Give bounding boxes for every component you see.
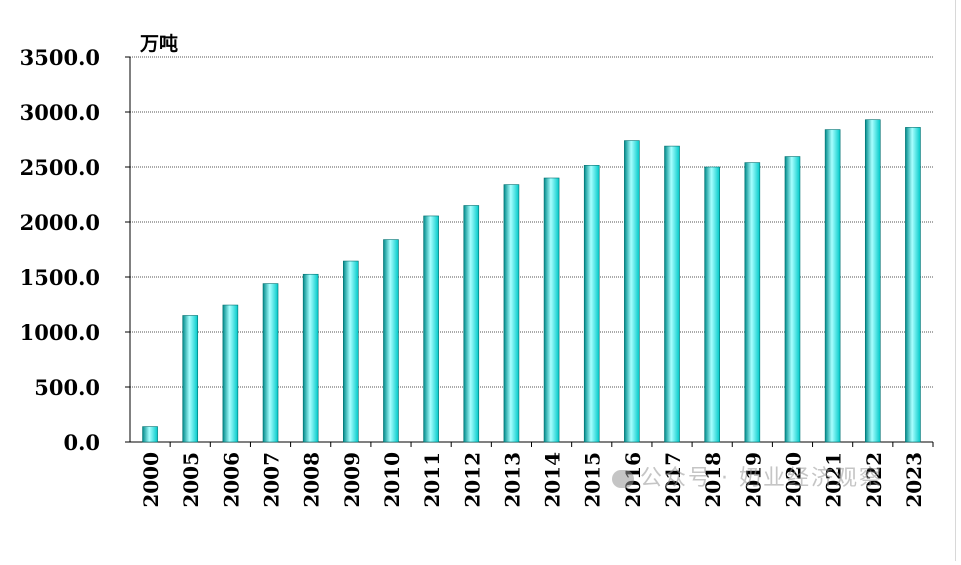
bar-2011 xyxy=(423,215,439,443)
gridlines xyxy=(130,56,933,388)
bar-2023 xyxy=(905,127,921,443)
x-tick-label-2005: 2005 xyxy=(179,452,203,508)
wechat-bubble-icon xyxy=(612,470,634,488)
x-tick-label-2009: 2009 xyxy=(340,452,364,508)
bar-2013 xyxy=(503,184,520,443)
x-tick-label-2008: 2008 xyxy=(300,452,324,508)
x-tick-label-2014: 2014 xyxy=(541,452,565,508)
bar-2009 xyxy=(343,260,359,443)
watermark-text: 公众号 · 奶业经济观察 xyxy=(640,466,883,491)
y-tick-label: 3500.0 xyxy=(20,45,100,70)
x-tick-label-2018: 2018 xyxy=(701,452,725,508)
x-tick-label-2015: 2015 xyxy=(581,452,605,508)
bar-2012 xyxy=(463,205,480,443)
x-tick-label-2012: 2012 xyxy=(460,452,484,508)
x-tick-label-2007: 2007 xyxy=(260,452,284,508)
bar-2018 xyxy=(704,166,720,443)
x-tick-label-2023: 2023 xyxy=(902,452,926,508)
bar-2014 xyxy=(543,177,560,443)
y-tick-label: 1500.0 xyxy=(20,265,100,290)
bar-2007 xyxy=(262,283,279,443)
bar-2021 xyxy=(824,129,841,443)
axes xyxy=(125,56,934,447)
y-tick-label: 2500.0 xyxy=(20,155,100,180)
y-tick-label: 0.0 xyxy=(63,430,100,455)
bar-2005 xyxy=(182,315,199,443)
x-tick-label-2021: 2021 xyxy=(822,452,846,508)
y-tick-label: 500.0 xyxy=(34,375,100,400)
x-tick-label-2006: 2006 xyxy=(219,452,243,508)
bar-2000 xyxy=(142,426,158,443)
x-tick-label-2011: 2011 xyxy=(420,452,444,508)
bar-2017 xyxy=(664,145,680,443)
bar-2019 xyxy=(744,162,761,443)
x-tick-label-2010: 2010 xyxy=(380,452,404,508)
x-tick-label-2019: 2019 xyxy=(741,452,765,508)
x-tick-labels: 2000 2005 2006 2007 2008 2009 2010 2011 2012 2013… xyxy=(139,452,926,508)
bar-2015 xyxy=(583,165,600,443)
bar-2010 xyxy=(383,239,399,443)
x-tick-label-2020: 2020 xyxy=(781,452,805,508)
bars xyxy=(142,119,921,443)
y-tick-label: 2000.0 xyxy=(20,210,100,235)
bar-2006 xyxy=(222,304,239,443)
x-tick-label-2013: 2013 xyxy=(500,452,524,508)
bar-2020 xyxy=(784,156,801,443)
x-tick-label-2022: 2022 xyxy=(862,452,886,508)
bar-2008 xyxy=(302,273,319,443)
x-tick-label-2017: 2017 xyxy=(661,452,685,508)
x-tick-label-2000: 2000 xyxy=(139,452,163,508)
y-tick-label: 1000.0 xyxy=(20,320,100,345)
y-tick-label: 3000.0 xyxy=(20,100,100,125)
bar-2022 xyxy=(864,119,881,443)
y-tick-labels: 0.0 500.0 1000.0 1500.0 2000.0 2500.0 3000.0 35… xyxy=(20,45,100,455)
unit-label: 万吨 xyxy=(139,32,178,55)
watermark: 公众号 · 奶业经济观察 xyxy=(612,460,932,500)
bar-2016 xyxy=(624,140,640,443)
right-border xyxy=(955,0,956,561)
